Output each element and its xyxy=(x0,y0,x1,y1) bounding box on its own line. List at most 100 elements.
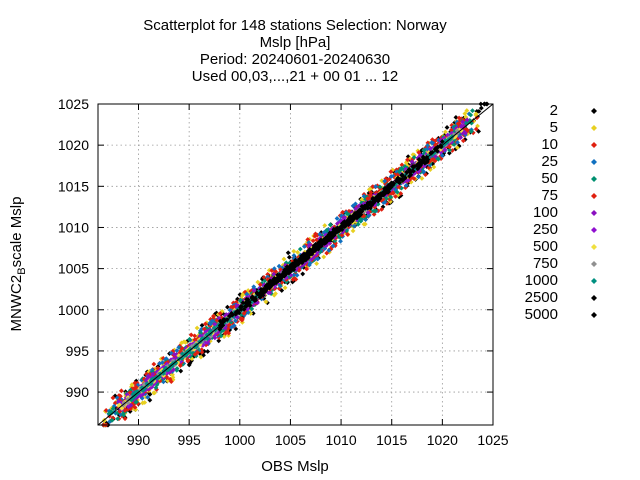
data-point xyxy=(332,238,338,244)
data-point xyxy=(110,395,116,401)
data-point xyxy=(377,196,383,201)
legend-label: 500 xyxy=(533,238,558,255)
data-point xyxy=(363,196,368,202)
data-point xyxy=(249,306,255,312)
data-point xyxy=(276,263,282,269)
data-point xyxy=(174,348,180,354)
legend-label: 25 xyxy=(541,153,558,170)
data-point xyxy=(455,139,460,145)
data-point xyxy=(322,223,328,228)
data-point xyxy=(178,348,184,354)
data-point xyxy=(121,400,127,406)
data-point xyxy=(178,368,184,374)
data-point xyxy=(428,151,434,156)
y-axis-label-main: MNWC2 xyxy=(8,275,25,332)
data-point xyxy=(452,120,458,126)
data-point xyxy=(371,199,377,205)
data-point xyxy=(368,190,374,195)
data-point xyxy=(109,417,115,423)
data-point xyxy=(439,153,445,158)
legend-marker xyxy=(591,312,597,318)
data-point xyxy=(180,361,186,367)
data-point xyxy=(443,135,449,140)
data-point xyxy=(344,211,350,216)
data-point xyxy=(112,400,118,406)
data-point xyxy=(197,330,203,336)
data-point xyxy=(352,210,358,216)
data-point xyxy=(314,261,319,267)
data-point xyxy=(115,410,120,416)
data-point xyxy=(172,351,177,357)
data-point xyxy=(324,250,330,256)
data-point xyxy=(371,208,377,214)
data-point xyxy=(351,215,357,221)
data-point xyxy=(218,333,224,339)
legend-label: 2500 xyxy=(525,289,558,306)
data-point xyxy=(291,253,297,258)
data-point xyxy=(242,289,248,295)
data-point xyxy=(208,316,214,322)
data-point xyxy=(219,309,225,314)
data-point xyxy=(371,211,377,217)
data-point xyxy=(358,212,364,217)
series-5000 xyxy=(257,180,394,298)
data-point xyxy=(245,288,251,293)
data-point xyxy=(326,227,331,232)
data-point xyxy=(140,387,146,393)
chart-title: Scatterplot for 148 stations Selection: … xyxy=(143,17,447,85)
data-point xyxy=(361,221,367,227)
data-point xyxy=(383,189,389,195)
data-point xyxy=(425,157,431,163)
data-point xyxy=(160,362,166,368)
legend-marker xyxy=(591,108,597,114)
data-point xyxy=(277,283,283,289)
data-point xyxy=(208,333,214,339)
data-point xyxy=(384,201,390,206)
data-point xyxy=(453,114,459,120)
data-point xyxy=(240,316,245,322)
data-point xyxy=(383,186,389,192)
data-point xyxy=(432,158,437,164)
data-point xyxy=(399,185,404,191)
data-point xyxy=(217,326,223,332)
legend-marker xyxy=(591,278,597,284)
y-tick-label: 1025 xyxy=(58,96,89,112)
data-point xyxy=(464,121,470,127)
data-point xyxy=(373,184,379,189)
data-point xyxy=(270,278,276,283)
data-point xyxy=(132,380,138,386)
data-point xyxy=(244,291,250,297)
legend-marker xyxy=(591,159,597,165)
data-point xyxy=(393,171,398,177)
data-point xyxy=(273,269,279,275)
data-point xyxy=(205,349,211,354)
data-point xyxy=(139,395,145,401)
data-point xyxy=(146,390,152,396)
title-line-3: Period: 20240601-20240630 xyxy=(200,51,390,68)
data-point xyxy=(301,258,307,264)
data-point xyxy=(139,385,145,391)
data-point xyxy=(415,155,421,161)
title-line-1: Scatterplot for 148 stations Selection: … xyxy=(143,17,447,34)
data-point xyxy=(208,321,213,327)
data-point xyxy=(439,139,445,144)
data-point xyxy=(199,322,205,328)
data-point xyxy=(377,191,383,197)
legend-label: 750 xyxy=(533,255,558,272)
data-point xyxy=(223,331,228,336)
data-point xyxy=(213,331,218,337)
data-point xyxy=(324,227,330,233)
data-point xyxy=(469,120,474,126)
data-point xyxy=(409,159,415,165)
legend-marker xyxy=(591,142,597,148)
data-point xyxy=(115,416,121,422)
data-point xyxy=(156,374,162,380)
data-point xyxy=(230,320,235,326)
data-point xyxy=(358,218,364,224)
data-point xyxy=(478,105,484,111)
data-point xyxy=(317,236,322,242)
data-point xyxy=(110,406,116,411)
data-point xyxy=(460,119,466,125)
data-point xyxy=(127,409,133,414)
data-point xyxy=(411,176,417,182)
